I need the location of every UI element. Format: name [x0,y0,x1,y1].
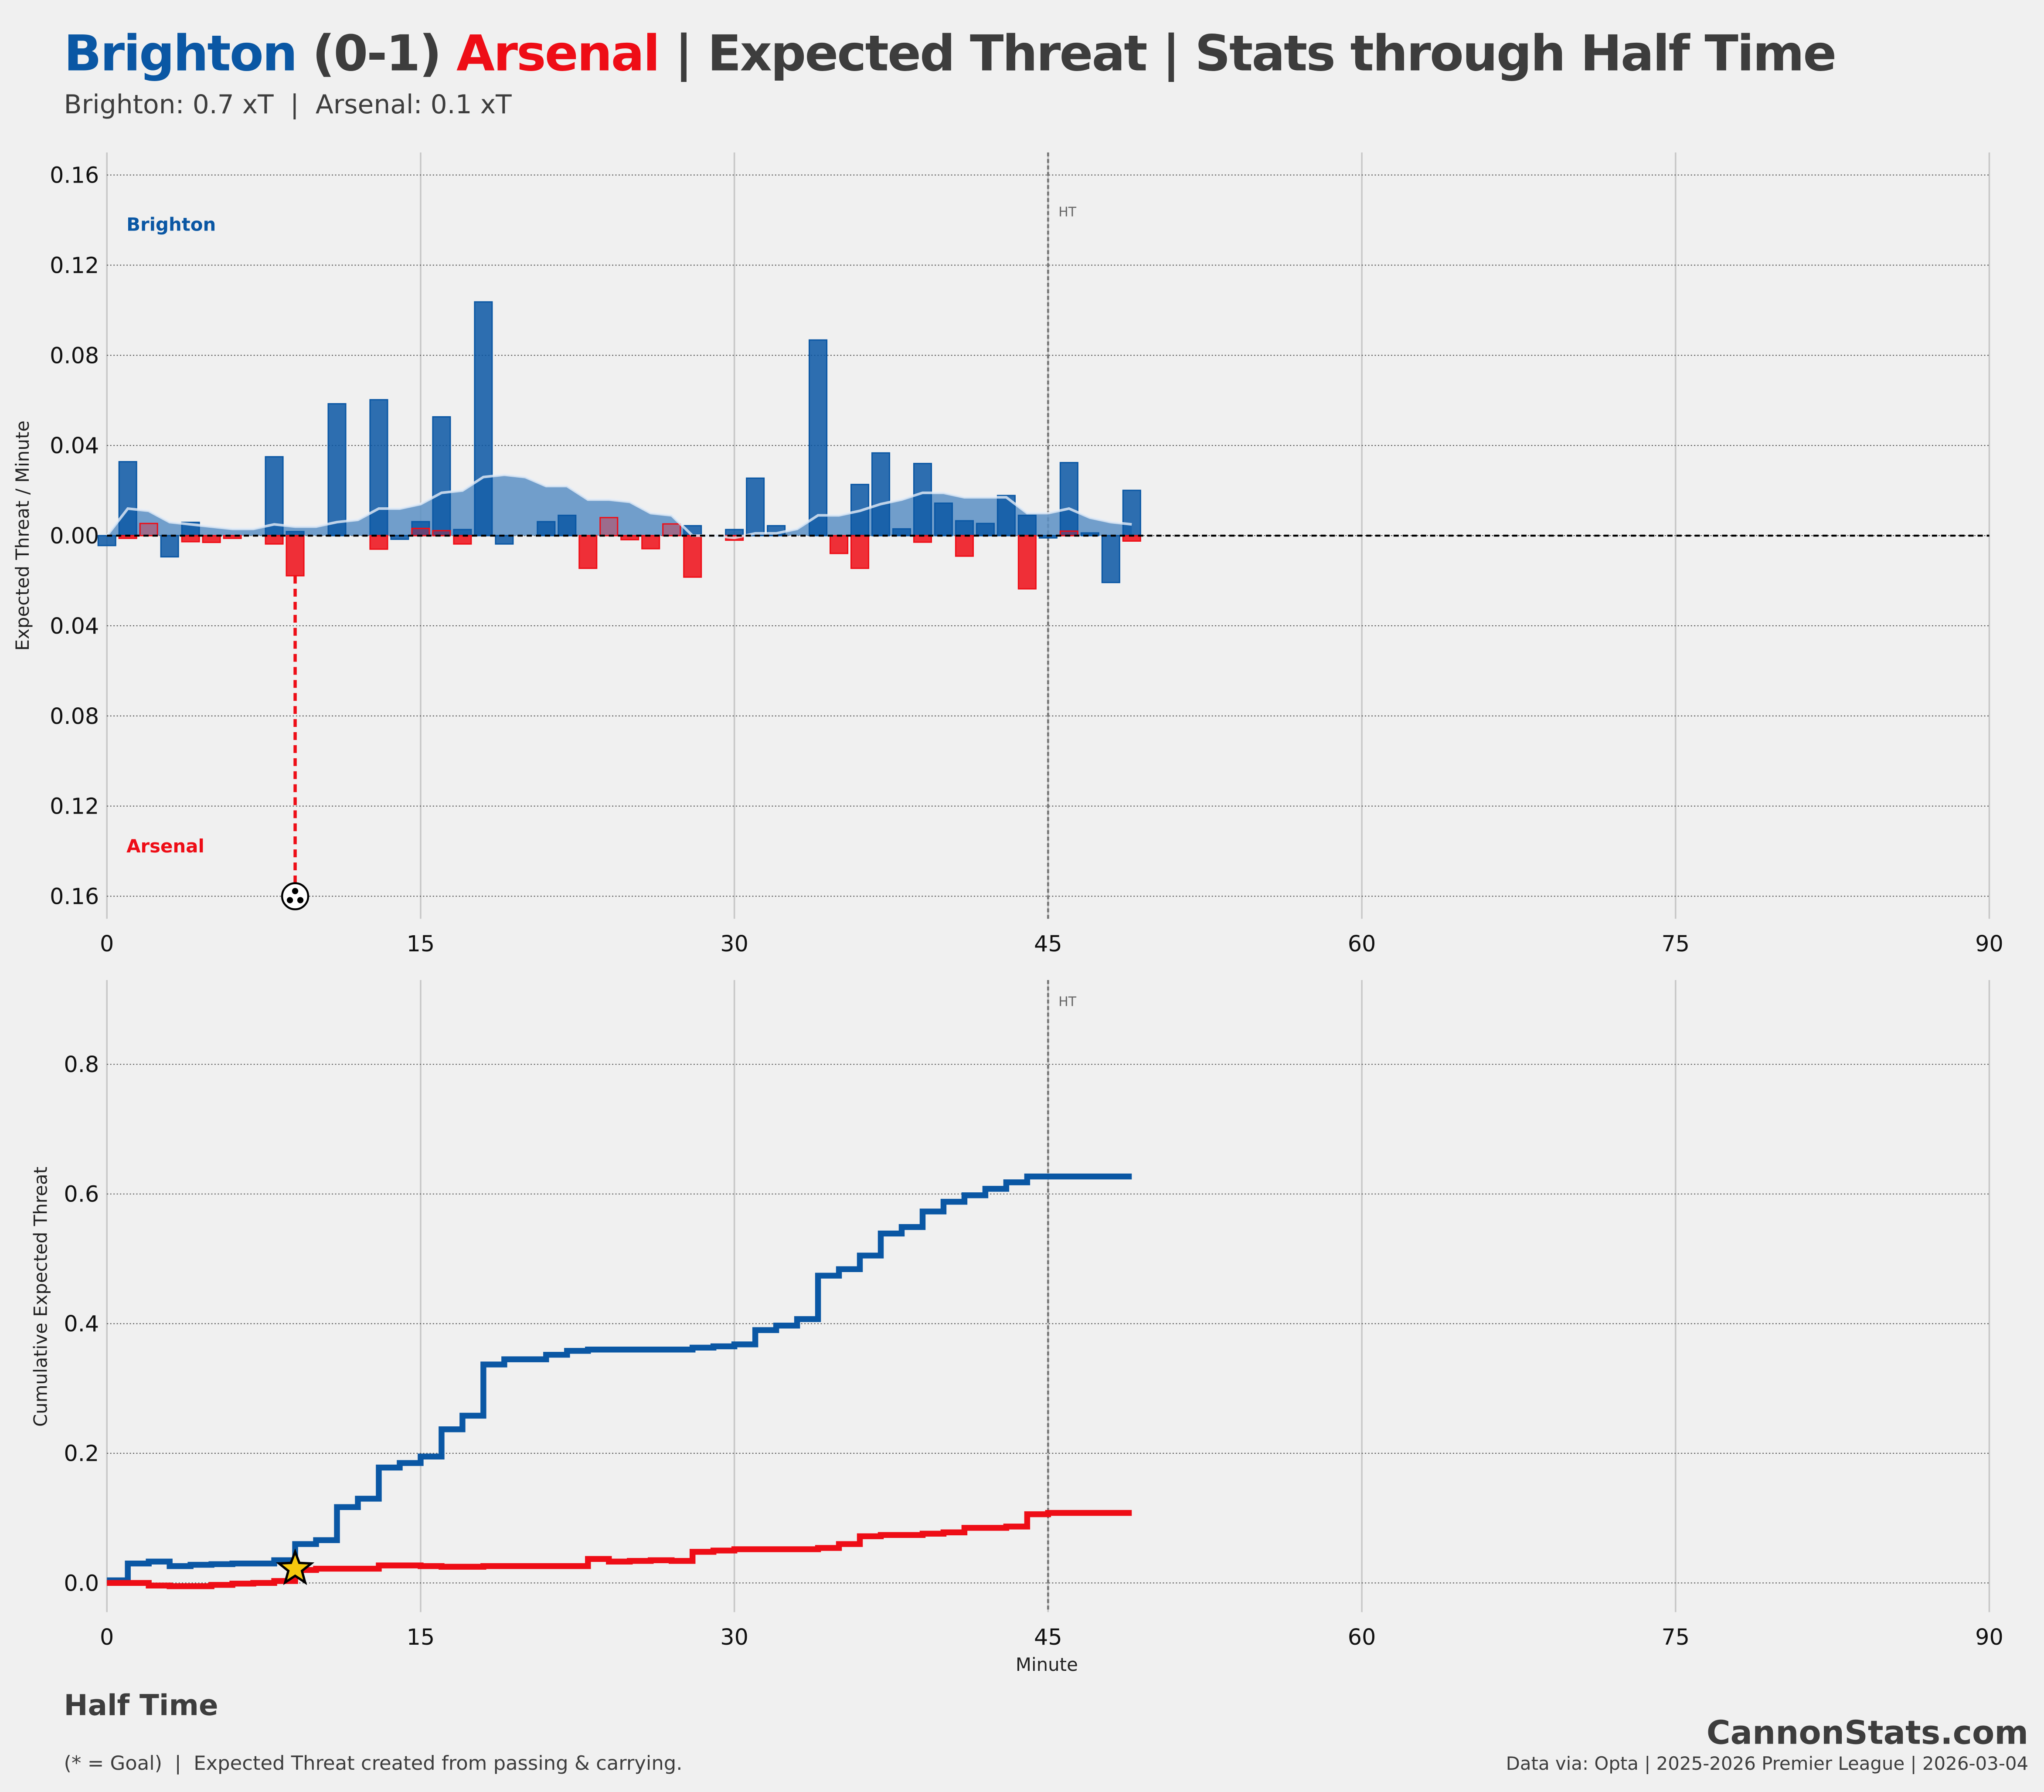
x-tick-label: 60 [1348,931,1376,957]
y-tick-label: 0.08 [50,343,99,368]
y-tick-label: 0.8 [64,1052,99,1077]
brighton-bar [892,528,911,536]
brighton-bar [369,399,388,536]
y-tick-label: 0.00 [50,523,99,549]
arsenal-bar [641,535,660,550]
y-axis-label: Cumulative Expected Threat [30,1167,51,1427]
title-away: Arsenal [456,24,659,82]
x-tick-label: 60 [1348,1624,1376,1650]
arsenal-bar [913,535,932,543]
brighton-bar [432,416,451,536]
arsenal-bar [411,528,430,536]
y-tick-label: 0.12 [50,794,99,819]
footnote: (* = Goal) | Expected Threat created fro… [64,1751,683,1775]
brighton-bar [160,535,179,558]
x-tick-label: 15 [407,931,435,957]
arsenal-bar [850,535,870,569]
x-tick-label: 45 [1034,931,1062,957]
soccer-ball-patch [286,897,293,903]
x-tick-label: 90 [1975,1624,2003,1650]
source-label: Data via: Opta | 2025-2026 Premier Leagu… [1506,1753,2029,1774]
brighton-bar [1122,489,1141,536]
x-tick-label: 0 [100,931,114,957]
arsenal-bar [1017,535,1037,590]
brighton-bar [97,535,116,546]
y-tick-label: 0.4 [64,1311,99,1337]
y-tick-label: 0.16 [50,884,99,910]
x-axis-label: Minute [1016,1654,1078,1675]
y-tick-label: 0.08 [50,703,99,729]
y-tick-label: 0.04 [50,433,99,458]
soccer-ball-patch [297,897,304,903]
soccer-ball-icon [281,882,309,910]
brighton-bar [1017,515,1037,536]
subtitle: Brighton: 0.7 xT | Arsenal: 0.1 xT [64,89,512,120]
brighton-bar [474,301,493,536]
arsenal-bar [286,535,305,577]
x-tick-label: 75 [1661,1624,1690,1650]
brighton-bar [934,502,953,536]
brighton-bar [913,463,932,536]
arsenal-bar [139,523,158,536]
brighton-bar [558,515,577,536]
title-home: Brighton [64,24,296,82]
x-tick-label: 90 [1975,931,2003,957]
team-label-brighton: Brighton [126,214,216,235]
brighton-cumulative-line [107,1173,1132,1584]
brighton-bar [1101,535,1120,584]
y-tick-label: 0.0 [64,1570,99,1596]
arsenal-cumulative-line [107,1510,1132,1589]
title: Brighton (0-1) Arsenal | Expected Threat… [64,24,1836,82]
arsenal-bar [265,535,284,545]
arsenal-bar [369,535,388,550]
title-score: (0-1) [312,24,440,82]
brighton-bar [118,461,137,536]
brighton-bar [955,520,974,536]
arsenal-bar [223,535,242,539]
y-tick-label: 0.6 [64,1181,99,1207]
arsenal-bar [683,535,702,578]
x-tick-label: 45 [1034,1624,1062,1650]
x-tick-label: 0 [100,1624,114,1650]
x-tick-label: 15 [407,1624,435,1650]
x-tick-label: 75 [1661,931,1690,957]
soccer-ball-patch [292,888,299,894]
arsenal-bar [432,530,451,536]
x-tick-label: 30 [720,931,748,957]
brighton-bar [1059,462,1078,536]
halftime-label: HT [1058,204,1076,220]
brighton-bar [976,523,995,536]
y-tick-label: 0.12 [50,252,99,278]
rolling-average-line [105,473,1132,540]
brighton-bar [1080,532,1099,536]
arsenal-bar [578,535,598,569]
brighton-bar [871,452,891,536]
y-axis-label: Expected Threat / Minute [12,421,33,651]
y-tick-label: 0.16 [50,163,99,188]
arsenal-bar [202,535,221,543]
brand-label: CannonStats.com [1707,1714,2029,1751]
goal-star-icon [275,1548,315,1585]
arsenal-bar [662,523,681,536]
arsenal-bar [955,535,974,557]
status-label: Half Time [64,1688,218,1722]
brighton-bar [537,521,556,536]
brighton-bar [495,535,514,545]
arsenal-bar [599,517,619,536]
brighton-bar [327,403,347,536]
y-tick-label: 0.2 [64,1441,99,1466]
arsenal-bar [830,535,849,554]
title-rest: | Expected Threat | Stats through Half T… [675,24,1835,82]
arsenal-bar [453,535,472,545]
x-tick-label: 30 [720,1624,748,1650]
team-label-arsenal: Arsenal [126,835,204,857]
brighton-bar [746,477,765,536]
brighton-bar [809,339,828,536]
y-tick-label: 0.04 [50,613,99,639]
halftime-label: HT [1058,994,1076,1010]
